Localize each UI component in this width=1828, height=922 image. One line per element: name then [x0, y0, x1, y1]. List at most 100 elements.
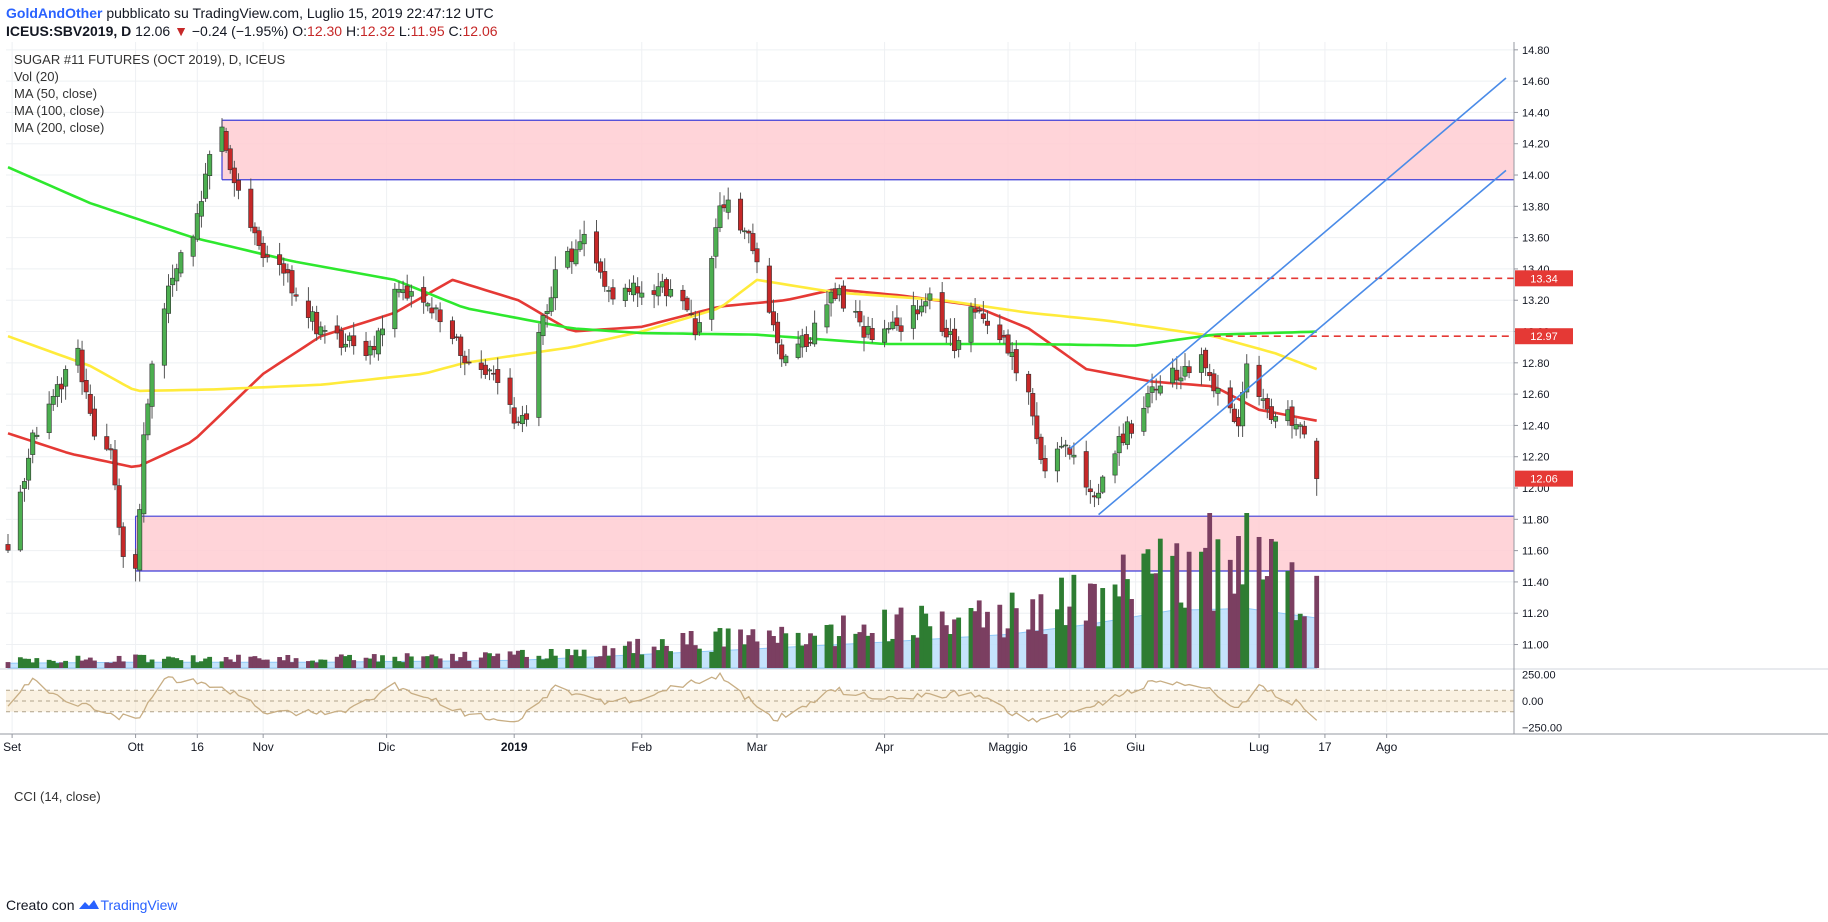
candle-up [1240, 381, 1246, 438]
volume-bar [1269, 538, 1274, 668]
candle-up [836, 284, 842, 302]
candle-body [252, 226, 258, 234]
volume-bars [5, 513, 1320, 669]
tradingview-link[interactable]: TradingView [78, 896, 178, 914]
volume-bar [742, 644, 748, 668]
candle-up [190, 234, 196, 267]
price-badge-label: 12.06 [1530, 474, 1558, 486]
volume-bar [207, 656, 213, 668]
candle-body [1071, 454, 1077, 458]
candle-up [919, 298, 925, 317]
candle-up [1178, 366, 1184, 390]
volume-bar [141, 654, 147, 668]
candle-up [709, 255, 715, 331]
ma-200-line [7, 166, 1317, 347]
volume-bar [664, 645, 669, 668]
volume-bar [919, 605, 925, 668]
candle-down [235, 173, 241, 200]
candle-body [631, 282, 637, 296]
candle-up [1096, 483, 1102, 506]
candle-body [293, 294, 299, 297]
volume-bar [343, 656, 348, 668]
candle-body [1285, 409, 1291, 422]
volume-bar [478, 657, 484, 668]
volume-bar [771, 636, 776, 668]
candle-up [536, 323, 542, 427]
candle-body [1170, 367, 1176, 384]
volume-bar [487, 653, 492, 668]
volume-bar [721, 646, 727, 668]
volume-bar [289, 662, 295, 668]
candle-body [318, 326, 324, 336]
volume-bar [939, 611, 945, 668]
volume-bar [371, 654, 377, 668]
candle-body [824, 304, 830, 328]
volume-bar [1112, 584, 1118, 668]
price-tick-label: 11.60 [1522, 546, 1549, 558]
volume-bar [1100, 588, 1106, 668]
candle-down [458, 334, 464, 369]
candle-body [26, 457, 32, 481]
candle-down [1005, 329, 1011, 356]
volume-bar [285, 654, 291, 668]
volume-bar [166, 656, 171, 668]
candle-up [577, 229, 583, 252]
candle-body [91, 408, 97, 437]
volume-bar [260, 659, 266, 668]
candle-body [256, 230, 262, 246]
candle-down [1231, 403, 1237, 424]
volume-bar [363, 657, 369, 668]
volume-bar [1009, 592, 1015, 668]
volume-bar [688, 631, 694, 668]
candle-up [655, 272, 661, 306]
candle-body [742, 230, 748, 233]
candle-body [207, 154, 213, 176]
volume-bar [347, 654, 352, 668]
volume-bar [120, 661, 126, 668]
candle-body [466, 361, 472, 364]
time-tick-label: Maggio [988, 740, 1028, 754]
volume-bar [83, 659, 89, 668]
candle-body [750, 233, 756, 252]
volume-bar [22, 658, 27, 668]
volume-bar [281, 660, 287, 668]
price-tick-label: 12.60 [1522, 389, 1550, 401]
candle-body [573, 249, 579, 265]
volume-bar [1207, 513, 1213, 668]
candle-down [972, 298, 978, 319]
volume-bar [861, 624, 867, 668]
price-tick-label: 11.40 [1522, 577, 1549, 589]
volume-bar [1038, 594, 1044, 668]
volume-bar [351, 660, 357, 668]
candle-down [1038, 433, 1044, 465]
candle-body [552, 269, 558, 299]
candle-body [812, 322, 818, 345]
volume-bar [635, 638, 641, 668]
candle-body [1013, 349, 1019, 374]
volume-bar [1026, 629, 1032, 668]
grid-lines [6, 42, 1514, 732]
candle-down [688, 299, 694, 317]
candle-body [458, 336, 464, 356]
candle-up [34, 426, 40, 440]
volume-bar [910, 635, 916, 668]
time-tick-label: Apr [875, 740, 894, 754]
candle-body [334, 325, 340, 334]
close-value: 12.06 [462, 23, 498, 39]
volume-bar [1087, 583, 1093, 668]
candle-down [593, 219, 599, 271]
candle-body [30, 432, 36, 455]
author-link[interactable]: GoldAndOther [6, 5, 103, 21]
price-chart[interactable]: 14.8014.6014.4014.2014.0013.8013.6013.40… [0, 42, 1828, 890]
volume-bar [894, 614, 900, 668]
candle-down [252, 222, 258, 246]
candle-body [1091, 495, 1097, 498]
candle-up [63, 365, 69, 400]
candle-body [486, 369, 492, 372]
volume-bar [668, 651, 673, 668]
candle-body [1120, 433, 1126, 443]
volume-bar [783, 633, 789, 668]
candle-up [910, 291, 916, 340]
candle-down [1030, 388, 1036, 426]
volume-bar [1203, 547, 1208, 668]
